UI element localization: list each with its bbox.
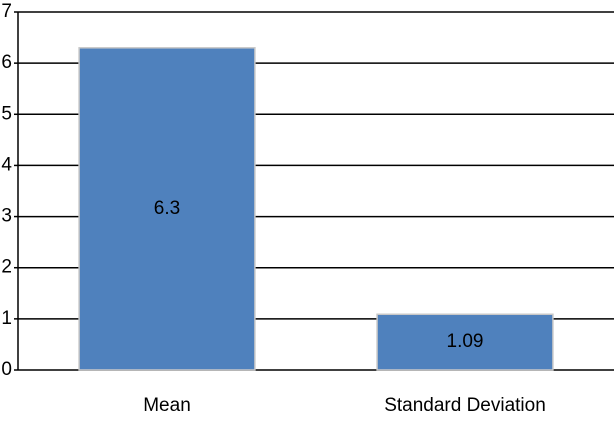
bar	[78, 47, 256, 371]
y-tick-label: 3	[1, 206, 12, 227]
data-label: 1.09	[447, 331, 484, 352]
y-tick-label: 6	[1, 52, 12, 73]
y-tick-label: 0	[1, 359, 12, 380]
bar	[376, 313, 554, 371]
x-tick-label: Mean	[143, 395, 191, 416]
y-tick-label: 1	[1, 308, 12, 329]
y-tick-label: 5	[1, 103, 12, 124]
y-tick-label: 7	[1, 1, 12, 22]
x-tick-label: Standard Deviation	[384, 395, 546, 416]
y-tick-label: 4	[1, 154, 12, 175]
data-label: 6.3	[154, 198, 180, 219]
y-tick-label: 2	[1, 257, 12, 278]
